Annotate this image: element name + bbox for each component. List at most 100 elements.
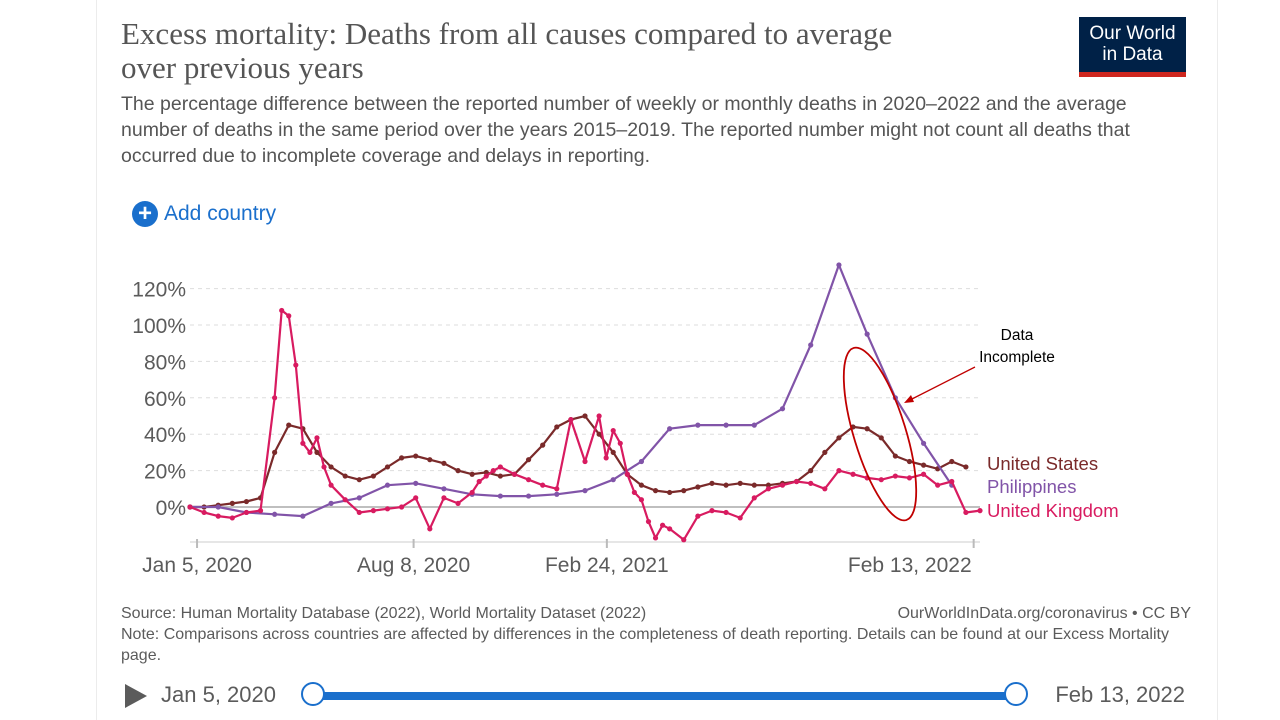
data-point (892, 473, 898, 479)
legend-label: Philippines (987, 476, 1076, 497)
source-text: Source: Human Mortality Database (2022),… (121, 605, 647, 622)
y-tick-label: 60% (144, 388, 186, 411)
data-point (751, 482, 757, 488)
data-point (652, 488, 659, 494)
data-point (328, 500, 334, 506)
data-point (878, 477, 884, 483)
data-point (808, 468, 814, 474)
data-point (497, 473, 503, 479)
data-point (328, 482, 334, 488)
data-point (610, 477, 616, 483)
data-point (399, 504, 405, 510)
data-point (638, 482, 645, 488)
plus-icon: + (132, 201, 158, 227)
chart-footer: Source: Human Mortality Database (2022),… (121, 603, 1191, 666)
data-point (384, 464, 391, 470)
data-point (279, 307, 285, 314)
y-tick-label: 120% (132, 279, 186, 302)
data-point (490, 468, 496, 474)
data-incomplete-annotation: Data Incomplete (842, 327, 1055, 522)
data-point (963, 509, 969, 516)
data-point (751, 495, 757, 501)
data-point (300, 513, 306, 519)
data-point (645, 518, 652, 525)
play-icon[interactable] (125, 684, 147, 708)
data-point (427, 526, 433, 532)
chart-title: Excess mortality: Deaths from all causes… (121, 16, 893, 85)
data-point (779, 406, 786, 412)
data-point (427, 457, 433, 463)
y-tick-label: 40% (144, 424, 186, 447)
annotation-arrow-line (909, 366, 976, 401)
data-point (864, 426, 870, 432)
data-point (667, 426, 673, 432)
data-point (949, 458, 955, 465)
data-point (695, 422, 701, 428)
add-country-button[interactable]: + Add country (132, 201, 276, 227)
data-point (695, 513, 701, 519)
data-point (483, 473, 489, 479)
data-point (836, 468, 842, 474)
data-point (384, 482, 391, 488)
data-point (737, 480, 743, 486)
owid-logo[interactable]: Our World in Data (1079, 17, 1186, 77)
series-philippines (187, 262, 955, 519)
data-point (441, 486, 447, 492)
add-country-label: Add country (164, 202, 277, 225)
y-tick-label: 0% (156, 497, 186, 520)
data-point (356, 495, 362, 501)
data-point (469, 471, 475, 477)
data-point (229, 515, 235, 521)
data-point (286, 422, 292, 428)
note-text: Note: Comparisons across countries are a… (121, 626, 1169, 664)
data-point (949, 478, 955, 485)
data-point (554, 424, 560, 430)
annotation-ellipse (842, 346, 918, 522)
data-point (659, 522, 666, 528)
chart-subtitle: The percentage difference between the re… (121, 93, 1130, 167)
data-point (878, 435, 884, 441)
data-point (920, 462, 927, 468)
data-point (631, 489, 637, 496)
data-point (187, 504, 193, 510)
data-point (293, 362, 299, 368)
data-point (850, 471, 856, 477)
data-point (935, 482, 941, 488)
data-point (413, 453, 419, 459)
data-point (808, 480, 814, 486)
data-point (638, 458, 645, 465)
license-link[interactable]: OurWorldInData.org/coronavirus • CC BY (897, 605, 1191, 622)
data-point (652, 535, 659, 541)
data-point (307, 449, 313, 455)
data-point (356, 509, 362, 516)
data-point (822, 486, 828, 492)
series-line (190, 414, 967, 509)
data-point (723, 509, 729, 516)
data-point (808, 342, 814, 348)
legend-label: United States (987, 453, 1098, 474)
data-point (906, 458, 913, 465)
data-point (384, 506, 391, 512)
right-frame-line (1217, 0, 1218, 720)
data-point (328, 464, 334, 470)
data-point (300, 440, 306, 446)
data-point (920, 471, 927, 477)
data-point (399, 455, 405, 461)
data-point (681, 488, 687, 494)
data-point (779, 482, 786, 488)
timeline-start-handle[interactable] (301, 682, 325, 706)
data-point (243, 509, 250, 516)
data-point (920, 440, 927, 446)
data-point (822, 449, 828, 455)
logo-line-2: in Data (1102, 44, 1163, 65)
annotation-arrowhead (904, 395, 914, 403)
timeline-end-handle[interactable] (1004, 682, 1028, 706)
data-point (603, 455, 609, 461)
data-point (272, 395, 278, 401)
data-point (765, 486, 771, 492)
data-point (568, 417, 574, 423)
data-point (413, 495, 419, 501)
x-tick-label: Aug 8, 2020 (357, 554, 470, 577)
timeline-track[interactable] (313, 692, 1016, 700)
